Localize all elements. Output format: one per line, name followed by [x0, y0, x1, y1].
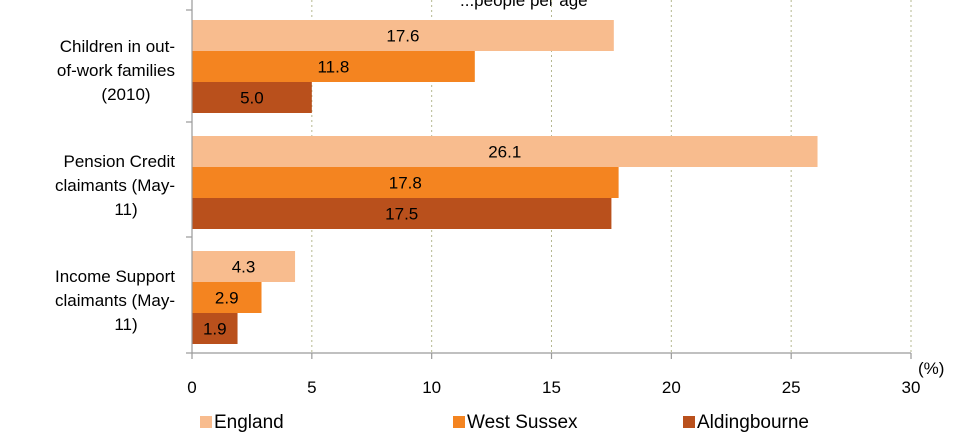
x-tick-label-30: 30: [902, 378, 921, 397]
legend-label: Aldingbourne: [697, 412, 809, 433]
x-tick-label-15: 15: [542, 378, 561, 397]
x-unit-label: (%): [918, 359, 944, 378]
bar-england-2: [192, 251, 296, 282]
x-tick-label-10: 10: [422, 378, 441, 397]
legend-item-england: England: [200, 412, 284, 433]
bar-value-label: 26.1: [488, 143, 521, 162]
bar-west-sussex-2: [192, 282, 262, 313]
legend: England West Sussex Aldingbourne: [200, 412, 809, 433]
x-tick-label-5: 5: [307, 378, 316, 397]
bar-value-label: 11.8: [317, 58, 349, 77]
x-tick-label-0: 0: [187, 378, 196, 397]
axes: [186, 0, 912, 359]
bar-value-label: 17.6: [386, 27, 419, 46]
bar-aldingbourne-2: [192, 313, 238, 344]
bar-west-sussex-0: [192, 51, 475, 82]
category-labels: Children in out-of-work families (2010) Pe…: [55, 37, 175, 334]
chart-title: ...people per age: [460, 0, 588, 10]
legend-label: West Sussex: [467, 412, 578, 433]
category-label-1: Pension Credit claimants (May-11): [55, 152, 175, 219]
legend-swatch: [200, 416, 212, 428]
category-label-0: Children in out-of-work families (2010): [57, 37, 175, 104]
bar-value-label: 17.8: [389, 174, 422, 193]
bar-aldingbourne-1: [192, 198, 612, 229]
bar-value-label: 2.9: [215, 289, 239, 308]
bar-england-1: [192, 136, 818, 167]
legend-label: England: [214, 412, 284, 433]
bar-england-0: [192, 20, 614, 51]
bar-west-sussex-1: [192, 167, 619, 198]
x-tick-labels: 0 5 10 15 20 25 30: [187, 378, 920, 397]
x-tick-label-25: 25: [782, 378, 801, 397]
legend-swatch: [453, 416, 465, 428]
legend-item-aldingbourne: Aldingbourne: [683, 412, 809, 433]
bar-value-label: 17.5: [385, 205, 418, 224]
bar-aldingbourne-0: [192, 82, 312, 113]
bar-value-label: 1.9: [203, 320, 227, 339]
legend-swatch: [683, 416, 695, 428]
x-tick-label-20: 20: [662, 378, 681, 397]
category-label-2: Income Support claimants (May-11): [55, 267, 175, 334]
bar-value-label: 4.3: [232, 258, 256, 277]
bar-value-label: 5.0: [240, 89, 264, 108]
legend-item-west-sussex: West Sussex: [453, 412, 578, 433]
bars: 17.6 11.8 5.0 26.1 17.8 17.5 4.3 2.9 1.9: [192, 20, 818, 344]
